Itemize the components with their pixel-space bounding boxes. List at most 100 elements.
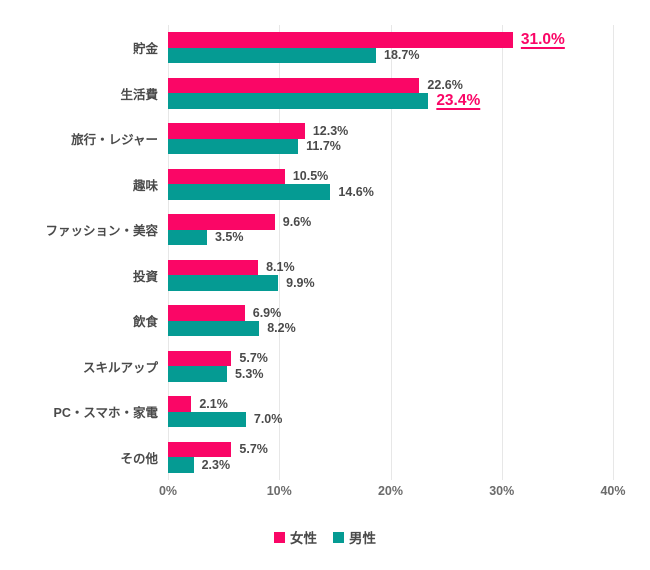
category-row: 生活費 22.6% 23.4%	[120, 71, 613, 117]
bar-line: 31.0%	[168, 32, 613, 48]
bar-pair: 6.9% 8.2%	[168, 305, 613, 337]
bar-line: 22.6%	[168, 77, 613, 94]
bar-line: 8.2%	[168, 320, 613, 337]
value-label: 14.6%	[338, 184, 374, 199]
male-bar	[168, 366, 227, 382]
legend: 女性 男性	[0, 527, 650, 547]
bar-line: 3.5%	[168, 229, 613, 246]
male-bar	[168, 138, 299, 155]
female-bar	[168, 396, 192, 412]
bar-line: 9.9%	[168, 275, 613, 291]
category-label: 生活費	[120, 87, 158, 102]
category-label: PC・スマホ・家電	[53, 406, 159, 421]
legend-swatch-icon	[333, 531, 344, 543]
male-bar	[168, 320, 260, 337]
value-label: 6.9%	[252, 305, 282, 320]
category-row: スキルアップ 5.7% 5.3%	[83, 344, 613, 390]
plot-area: 貯金 31.0% 18.7% 生活費 22.6% 23.4% 旅行・レジャー 12.3% 11.…	[45, 25, 614, 481]
value-label: 2.1%	[199, 396, 228, 411]
female-bar	[168, 214, 275, 230]
category-label: 趣味	[132, 178, 158, 193]
legend-label: 男性	[349, 531, 376, 546]
bar-pair: 10.5% 14.6%	[168, 168, 613, 200]
value-label: 9.6%	[282, 214, 312, 229]
value-label: 12.3%	[312, 123, 349, 138]
female-bar	[168, 32, 513, 48]
gridline	[390, 25, 392, 480]
bar-line: 11.7%	[168, 138, 613, 155]
female-bar	[168, 305, 245, 321]
value-label: 8.2%	[267, 321, 296, 336]
bar-line: 14.6%	[168, 184, 613, 200]
x-tick-label: 30%	[489, 484, 515, 498]
category-row: 投資 8.1% 9.9%	[133, 253, 613, 299]
value-label: 3.5%	[214, 230, 244, 245]
legend-swatch-icon	[274, 531, 285, 543]
category-row: PC・スマホ・家電 2.1% 7.0%	[54, 389, 613, 435]
value-label: 7.0%	[253, 412, 283, 427]
bar-pair: 5.7% 5.3%	[168, 350, 613, 382]
x-tick-label: 40%	[600, 484, 626, 498]
legend-label: 女性	[290, 531, 317, 546]
gridline	[501, 25, 503, 480]
x-tick-label: 10%	[266, 484, 292, 498]
category-row: 趣味 10.5% 14.6%	[133, 162, 613, 208]
female-bar	[168, 168, 285, 185]
value-label: 31.0%	[520, 31, 565, 49]
bar-pair: 5.7% 2.3%	[168, 441, 613, 473]
value-label: 22.6%	[427, 78, 463, 93]
value-label: 5.7%	[239, 351, 268, 366]
x-axis: 0% 10% 20% 30% 40%	[159, 484, 626, 504]
male-bar	[168, 93, 429, 109]
value-label: 5.7%	[239, 442, 268, 457]
bar-line: 6.9%	[168, 305, 613, 321]
female-bar	[168, 123, 305, 139]
category-row: 飲食 6.9% 8.2%	[133, 298, 613, 344]
bar-line: 5.3%	[168, 366, 613, 382]
bar-line: 2.1%	[168, 396, 613, 412]
value-label: 18.7%	[384, 48, 420, 63]
male-bar	[168, 47, 377, 64]
category-row: その他 5.7% 2.3%	[120, 435, 613, 481]
bar-pair: 2.1% 7.0%	[168, 396, 613, 428]
male-bar	[168, 275, 279, 291]
category-label: 飲食	[132, 315, 158, 330]
legend-item-female: 女性	[274, 527, 317, 547]
value-label: 23.4%	[436, 92, 481, 110]
male-bar	[168, 411, 246, 428]
gridline	[279, 25, 281, 480]
value-label: 8.1%	[266, 260, 295, 275]
male-bar	[168, 457, 194, 473]
bar-pair: 31.0% 18.7%	[168, 32, 613, 64]
bar-line: 9.6%	[168, 214, 613, 230]
female-bar	[168, 77, 420, 94]
category-label: ファッション・美容	[45, 224, 158, 239]
category-label: 貯金	[132, 42, 158, 57]
category-row: ファッション・美容 9.6% 3.5%	[45, 207, 613, 253]
bar-line: 2.3%	[168, 457, 613, 473]
bar-line: 12.3%	[168, 123, 613, 139]
bar-pair: 22.6% 23.4%	[168, 77, 613, 109]
bar-pair: 9.6% 3.5%	[168, 214, 613, 246]
value-label: 9.9%	[286, 275, 315, 290]
gridline	[168, 25, 169, 480]
value-label: 10.5%	[292, 169, 329, 184]
legend-item-male: 男性	[333, 527, 376, 547]
category-label: 投資	[132, 269, 158, 284]
value-label: 5.3%	[234, 366, 264, 381]
bar-pair: 12.3% 11.7%	[168, 123, 613, 155]
category-label: 旅行・レジャー	[71, 133, 158, 148]
bar-line: 5.7%	[168, 441, 613, 458]
bar-pair: 8.1% 9.9%	[168, 259, 613, 291]
category-label: スキルアップ	[82, 360, 158, 375]
x-tick-label: 0%	[158, 484, 178, 498]
bar-line: 23.4%	[168, 93, 613, 109]
gridline	[613, 25, 614, 480]
x-tick-label: 20%	[377, 484, 404, 498]
bar-line: 5.7%	[168, 350, 613, 367]
bar-line: 10.5%	[168, 168, 613, 185]
category-label: その他	[120, 451, 158, 466]
female-bar	[168, 259, 259, 276]
male-bar	[168, 229, 207, 246]
